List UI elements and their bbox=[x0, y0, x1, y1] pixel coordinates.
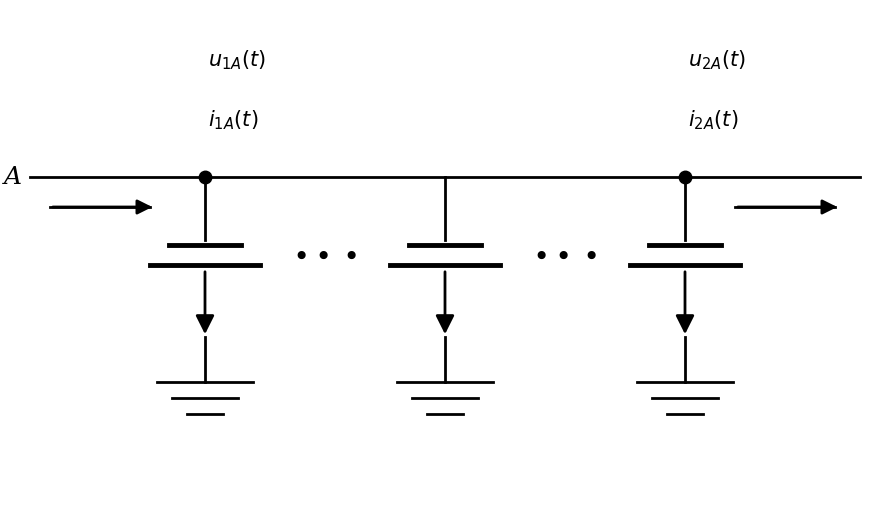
Text: $i_{1A}(t)$: $i_{1A}(t)$ bbox=[208, 108, 258, 132]
Text: $\bullet\bullet\bullet$: $\bullet\bullet\bullet$ bbox=[292, 241, 358, 269]
Text: A: A bbox=[4, 165, 22, 189]
Text: $u_{2A}(t)$: $u_{2A}(t)$ bbox=[688, 48, 746, 72]
Text: $\bullet\bullet\bullet$: $\bullet\bullet\bullet$ bbox=[532, 241, 598, 269]
Text: $i_{2A}(t)$: $i_{2A}(t)$ bbox=[688, 108, 739, 132]
Text: $u_{1A}(t)$: $u_{1A}(t)$ bbox=[208, 48, 266, 72]
